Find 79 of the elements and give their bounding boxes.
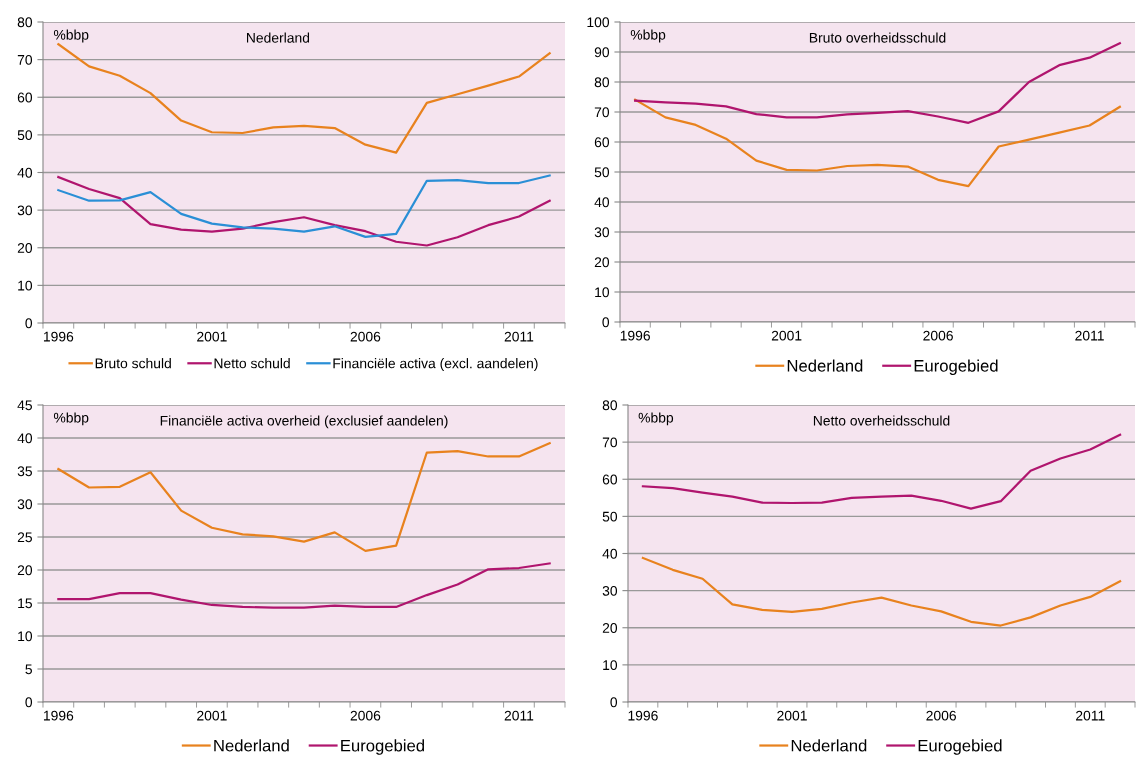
y-axis-title: %bbp xyxy=(630,29,666,43)
y-tick-label: 60 xyxy=(602,474,618,485)
x-tick-label: 1996 xyxy=(43,710,74,721)
y-tick-label: 15 xyxy=(18,598,32,609)
y-axis-title: %bbp xyxy=(53,412,89,426)
y-tick-label: 30 xyxy=(594,227,610,238)
line-series xyxy=(57,43,551,154)
legend-label: Bruto schuld xyxy=(95,358,171,369)
x-tick-label: 2006 xyxy=(923,330,953,341)
y-tick-label: 80 xyxy=(594,77,610,88)
x-tick-label: 2011 xyxy=(1075,330,1104,341)
y-tick-label: 0 xyxy=(602,317,610,328)
line-series xyxy=(641,556,1122,627)
y-tick-label: 70 xyxy=(17,54,33,65)
y-tick-label: 0 xyxy=(610,697,618,708)
y-tick-label: 45 xyxy=(17,400,32,411)
x-tick-label: 2006 xyxy=(350,331,381,342)
x-tick-label: 2011 xyxy=(504,710,534,721)
y-tick-label: 40 xyxy=(17,167,33,178)
text: Netto overheidsschuld xyxy=(813,415,950,426)
y-tick-label: 0 xyxy=(25,318,33,329)
y-tick-label: 40 xyxy=(17,433,33,444)
x-tick-label: 1996 xyxy=(628,710,658,721)
legend-label: Netto schuld xyxy=(214,358,290,369)
y-tick-label: 20 xyxy=(594,257,610,268)
legend-label: Eurogebied xyxy=(918,739,1002,755)
y-tick-label: 100 xyxy=(587,17,610,28)
y-tick-label: 10 xyxy=(603,660,618,671)
y-tick-label: 30 xyxy=(602,585,618,596)
y-axis-title: %bbp xyxy=(638,412,674,426)
x-tick-label: 2011 xyxy=(504,331,534,342)
y-tick-label: 70 xyxy=(602,437,618,448)
y-tick-label: 0 xyxy=(25,697,33,708)
y-tick-label: 25 xyxy=(17,532,32,543)
y-tick-label: 5 xyxy=(25,664,32,675)
legend-label: Nederland xyxy=(787,359,863,372)
x-tick-label: 2001 xyxy=(197,710,227,721)
y-tick-label: 90 xyxy=(594,47,610,58)
y-tick-label: 70 xyxy=(594,107,610,118)
x-tick-label: 2011 xyxy=(1076,710,1105,721)
legend-label: Eurogebied xyxy=(914,359,998,376)
y-tick-label: 20 xyxy=(17,243,33,253)
text: Bruto overheidsschuld xyxy=(809,32,946,43)
line-series xyxy=(57,442,551,552)
x-tick-label: 1996 xyxy=(620,330,650,341)
y-tick-label: 30 xyxy=(17,499,33,510)
text: Financiële activa overheid (exclusief aandelen) xyxy=(160,415,448,429)
line-series xyxy=(57,562,551,609)
y-tick-label: 50 xyxy=(17,130,33,141)
y-tick-label: 60 xyxy=(594,137,610,148)
line-series xyxy=(634,42,1121,124)
y-axis-title: %bbp xyxy=(53,29,89,43)
x-tick-label: 2001 xyxy=(771,330,802,341)
legend-label: Nederland xyxy=(214,739,289,752)
y-tick-label: 50 xyxy=(594,167,610,178)
x-tick-label: 2006 xyxy=(926,710,956,721)
y-tick-label: 10 xyxy=(18,280,33,291)
y-tick-label: 40 xyxy=(602,548,618,559)
x-tick-label: 2006 xyxy=(350,710,381,721)
y-tick-label: 50 xyxy=(602,511,618,522)
x-tick-label: 2001 xyxy=(197,331,227,342)
legend-label: Eurogebied xyxy=(341,739,425,755)
y-tick-label: 60 xyxy=(17,92,33,103)
y-tick-label: 35 xyxy=(17,466,32,477)
y-tick-label: 80 xyxy=(17,17,33,28)
legend-label: Nederland xyxy=(791,739,867,752)
y-tick-label: 80 xyxy=(602,400,618,411)
y-tick-label: 10 xyxy=(595,287,610,298)
text: Nederland xyxy=(247,32,310,43)
x-tick-label: 1996 xyxy=(43,331,74,342)
line-series xyxy=(634,98,1121,188)
y-tick-label: 40 xyxy=(594,197,610,208)
legend-label: Financiële activa (excl. aandelen) xyxy=(333,358,538,372)
line-series xyxy=(641,433,1122,510)
y-tick-label: 30 xyxy=(17,205,33,216)
x-tick-label: 2001 xyxy=(777,710,807,721)
y-tick-label: 20 xyxy=(17,565,33,576)
y-tick-label: 10 xyxy=(18,631,33,642)
y-tick-label: 20 xyxy=(602,623,618,633)
